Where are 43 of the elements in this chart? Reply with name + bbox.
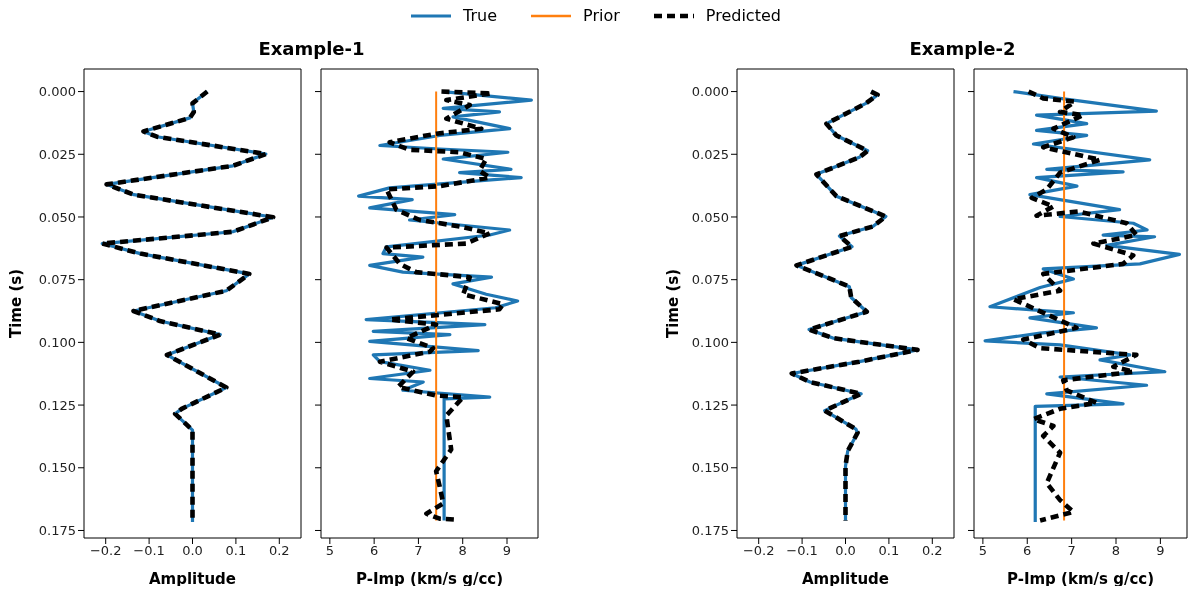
chart-title: Example-1 [257, 38, 366, 59]
x-tick-label: 6 [370, 543, 379, 559]
x-tick-label: 5 [978, 543, 988, 559]
y-axis-title: Time (s) [7, 268, 26, 339]
y-tick-label: 0.175 [38, 523, 76, 539]
y-tick-label: 0.025 [38, 146, 76, 162]
y-tick-label: 0.150 [691, 460, 729, 476]
chart-title: Example-2 [908, 38, 1017, 59]
x-tick-label: 0.0 [182, 543, 203, 559]
x-tick-label: 0.1 [225, 543, 247, 559]
x-tick-label: 5 [325, 543, 334, 559]
x-tick-label: −0.1 [133, 543, 165, 559]
legend-label: True [463, 6, 498, 25]
y-tick-label: 0.125 [691, 397, 729, 413]
y-tick-label: 0.050 [38, 209, 76, 225]
x-tick-label: 9 [1156, 543, 1165, 559]
y-tick-label: 0.150 [38, 460, 76, 476]
y-tick-label: 0.125 [38, 397, 76, 413]
x-tick-label: 0.0 [835, 543, 856, 559]
y-tick-label: 0.100 [38, 334, 76, 350]
y-axis-title: Time (s) [664, 268, 683, 339]
y-tick-label: 0.075 [38, 272, 76, 288]
y-tick-label: 0.000 [691, 84, 729, 100]
x-tick-label: 0.2 [921, 543, 943, 559]
y-tick-label: 0.100 [691, 334, 729, 350]
x-tick-label: 0.2 [268, 543, 290, 559]
x-tick-label: 7 [1067, 543, 1076, 559]
x-tick-label: 8 [458, 543, 467, 559]
x-tick-label: 8 [1111, 543, 1121, 559]
legend-label: Predicted [705, 6, 781, 25]
legend-label: Prior [583, 6, 620, 25]
y-tick-label: 0.175 [691, 523, 729, 539]
x-tick-label: −0.2 [89, 543, 122, 559]
y-tick-label: 0.000 [38, 84, 76, 100]
x-tick-label: 6 [1023, 543, 1032, 559]
x-tick-label: 0.1 [878, 543, 900, 559]
y-tick-label: 0.075 [691, 272, 729, 288]
x-tick-label: −0.2 [742, 543, 775, 559]
x-tick-label: 7 [414, 543, 423, 559]
y-tick-label: 0.050 [691, 209, 729, 225]
x-tick-label: −0.1 [786, 543, 818, 559]
y-tick-label: 0.025 [691, 146, 729, 162]
x-tick-label: 9 [502, 543, 512, 559]
